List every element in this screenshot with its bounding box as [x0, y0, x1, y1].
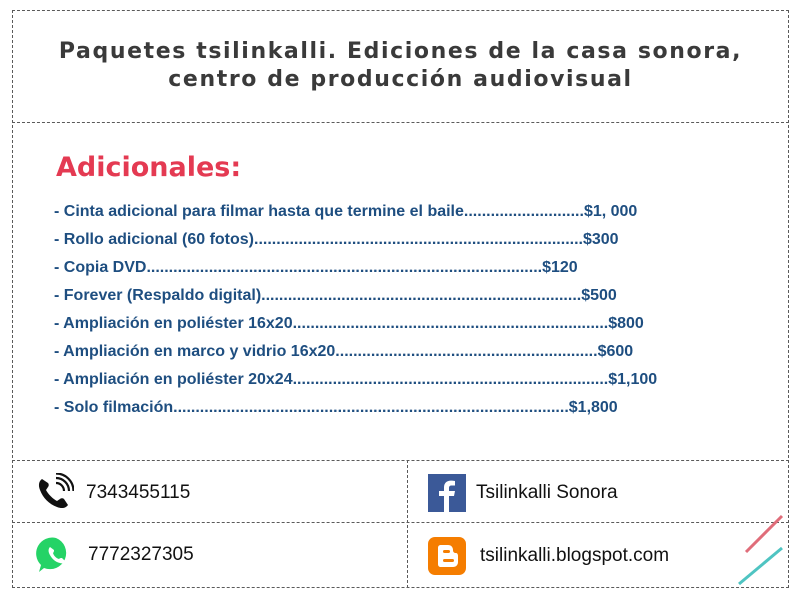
list-item: - Ampliación en marco y vidrio 16x20....…: [54, 338, 774, 366]
item-label: - Ampliación en marco y vidrio 16x20: [54, 343, 336, 360]
header: Paquetes tsilinkalli. Ediciones de la ca…: [12, 10, 789, 123]
item-label: - Copia DVD: [54, 259, 147, 276]
page-title-line-2: centro de producción audiovisual: [168, 67, 633, 92]
item-price: $600: [597, 343, 634, 360]
grid-divider-horizontal: [12, 522, 789, 523]
list-item: - Solo filmación........................…: [54, 394, 774, 422]
whatsapp-icon: [36, 535, 76, 575]
item-dots: ........................................…: [254, 231, 583, 248]
item-label: - Ampliación en poliéster 16x20: [54, 315, 293, 332]
item-price: $500: [581, 287, 617, 304]
item-price: $800: [608, 315, 644, 332]
item-price: $1,800: [568, 399, 618, 416]
item-dots: ........................................…: [146, 259, 543, 276]
contact-facebook[interactable]: Tsilinkalli Sonora: [428, 472, 618, 514]
phone-number: 7343455115: [86, 482, 191, 503]
contact-phone[interactable]: 7343455115: [34, 472, 190, 514]
list-item: - Ampliación en poliéster 20x24.........…: [54, 366, 774, 394]
item-dots: ........................................…: [335, 343, 598, 360]
facebook-page: Tsilinkalli Sonora: [476, 482, 618, 503]
section-title: Adicionales:: [56, 152, 242, 183]
page-title-line-1: Paquetes tsilinkalli. Ediciones de la ca…: [58, 39, 743, 64]
page-frame: [12, 10, 789, 588]
item-price: $300: [582, 231, 619, 248]
item-price: $1, 000: [583, 203, 638, 220]
item-dots: ...........................: [463, 203, 584, 220]
item-price: $120: [542, 259, 578, 276]
item-label: - Solo filmación: [54, 399, 174, 416]
contact-grid: [12, 460, 789, 588]
whatsapp-number: 7772327305: [88, 544, 194, 565]
item-label: - Rollo adicional (60 fotos): [54, 231, 255, 248]
price-list: - Cinta adicional para filmar hasta que …: [54, 198, 774, 422]
item-label: - Ampliación en poliéster 20x24: [54, 371, 293, 388]
grid-divider-vertical: [407, 460, 408, 588]
list-item: - Rollo adicional (60 fotos)............…: [54, 226, 774, 254]
item-label: - Forever (Respaldo digital): [54, 287, 262, 304]
item-dots: ........................................…: [292, 315, 609, 332]
item-label: - Cinta adicional para filmar hasta que …: [54, 203, 464, 220]
facebook-icon: [428, 474, 466, 512]
blogger-icon: [428, 537, 466, 575]
list-item: - Ampliación en poliéster 16x20.........…: [54, 310, 774, 338]
contact-whatsapp[interactable]: 7772327305: [36, 534, 194, 576]
item-dots: ........................................…: [292, 371, 609, 388]
blog-url: tsilinkalli.blogspot.com: [480, 545, 670, 566]
phone-icon: [34, 473, 74, 513]
item-price: $1,100: [608, 371, 658, 388]
item-dots: ........................................…: [261, 287, 582, 304]
item-dots: ........................................…: [173, 399, 569, 416]
list-item: - Forever (Respaldo digital)............…: [54, 282, 774, 310]
list-item: - Cinta adicional para filmar hasta que …: [54, 198, 774, 226]
list-item: - Copia DVD.............................…: [54, 254, 774, 282]
decorative-lines-icon: [738, 514, 784, 586]
contact-blogger[interactable]: tsilinkalli.blogspot.com: [428, 535, 669, 577]
